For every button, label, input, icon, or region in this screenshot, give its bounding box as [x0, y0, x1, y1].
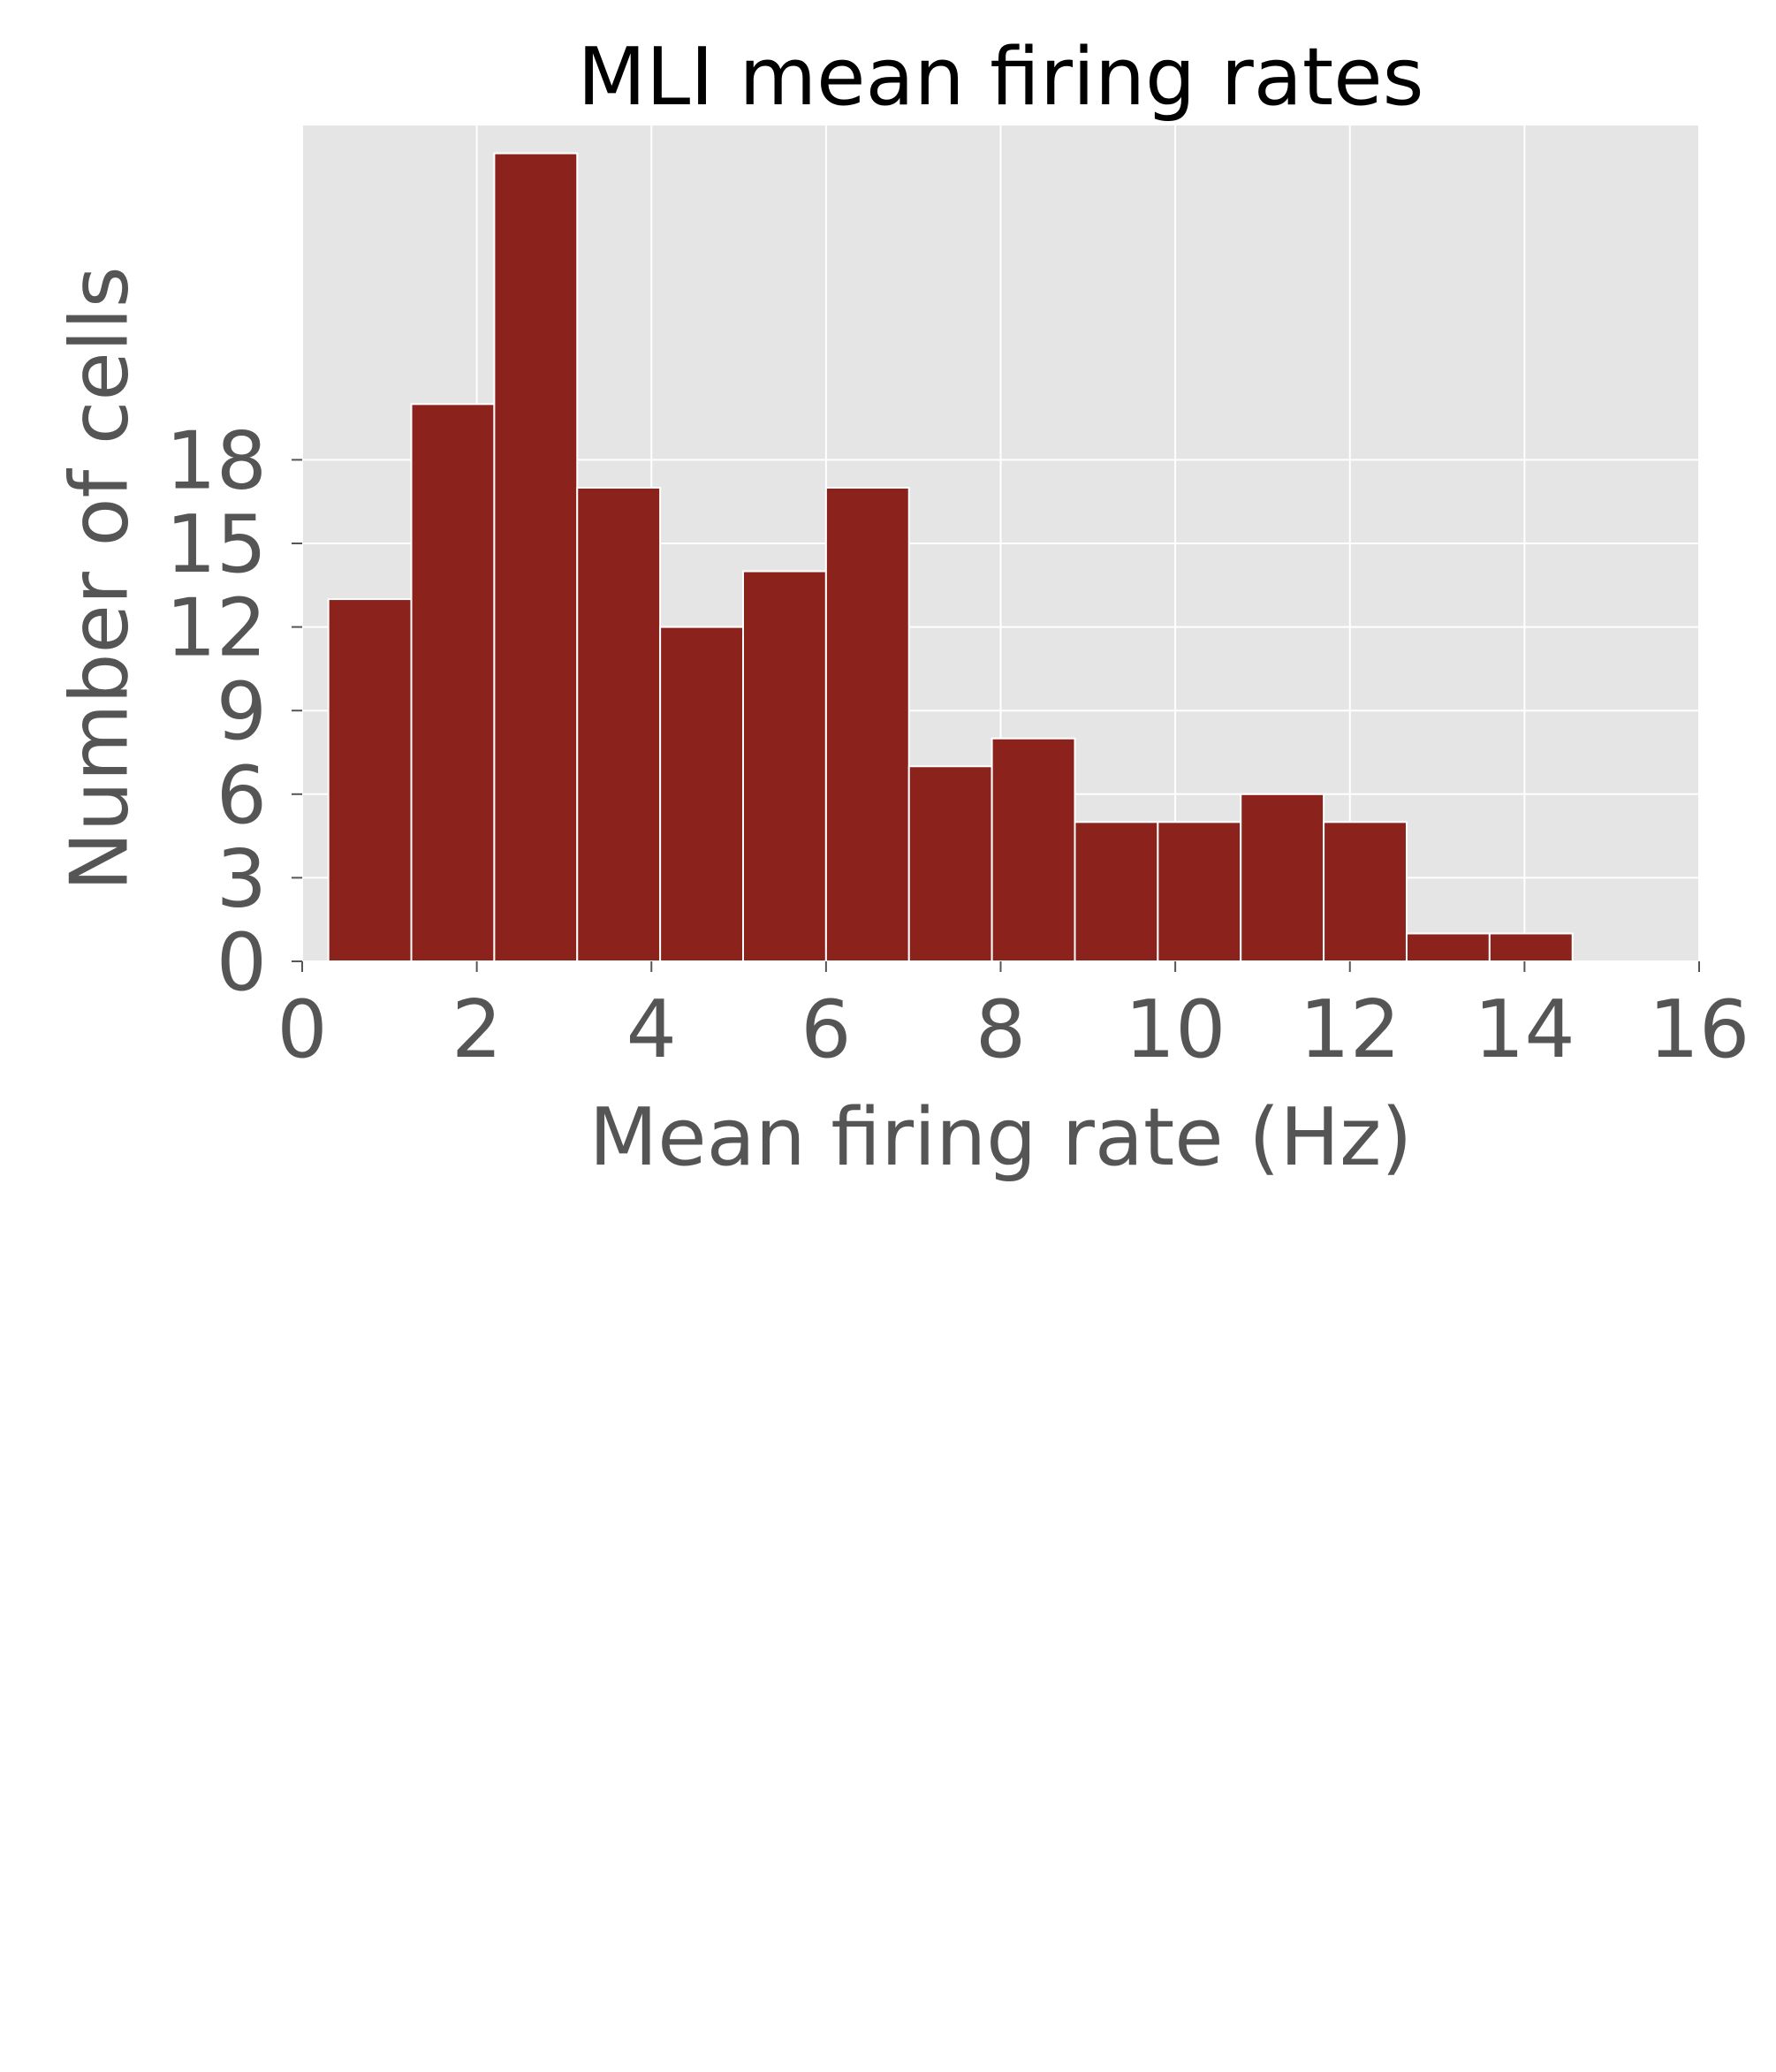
histogram-bar — [907, 765, 993, 962]
histogram-bar — [1240, 793, 1325, 962]
histogram-bar — [1323, 821, 1408, 962]
x-tick-label: 16 — [1649, 983, 1750, 1076]
x-tick-label: 4 — [626, 983, 677, 1076]
x-tick-label: 14 — [1474, 983, 1575, 1076]
y-axis-label: Number of cells — [54, 266, 147, 891]
x-tick-label: 10 — [1125, 983, 1226, 1076]
x-tick-labels: 0 2 4 6 8 10 12 14 16 — [277, 983, 1749, 1076]
y-tick-label: 3 — [216, 832, 267, 925]
histogram-bar — [1074, 821, 1159, 962]
histogram-bar — [410, 403, 496, 963]
x-tick-label: 2 — [452, 983, 502, 1076]
histogram-bar — [824, 486, 910, 962]
chart-title: MLI mean firing rates — [578, 31, 1424, 124]
x-tick-label: 8 — [975, 983, 1026, 1076]
histogram-bar — [493, 152, 579, 963]
histogram-bar — [1405, 932, 1491, 963]
axis-ticks — [292, 459, 1700, 972]
x-tick-label: 12 — [1299, 983, 1400, 1076]
histogram-bar — [742, 570, 827, 962]
x-axis-label: Mean firing rate (Hz) — [589, 1091, 1413, 1184]
x-tick-label: 0 — [277, 983, 327, 1076]
histogram-bar — [1488, 932, 1574, 963]
y-tick-label: 18 — [165, 414, 267, 507]
y-tick-label: 9 — [216, 665, 267, 758]
y-tick-label: 15 — [165, 498, 267, 591]
histogram-bar — [1157, 821, 1242, 962]
histogram-bar — [659, 626, 745, 962]
histogram-bar — [990, 737, 1076, 962]
y-tick-label: 12 — [165, 582, 267, 675]
histogram-bar — [327, 598, 413, 962]
histogram-bar — [576, 486, 662, 962]
x-tick-label: 6 — [801, 983, 851, 1076]
bars — [327, 152, 1574, 963]
y-tick-label: 6 — [216, 749, 267, 842]
y-tick-label: 0 — [216, 916, 267, 1009]
